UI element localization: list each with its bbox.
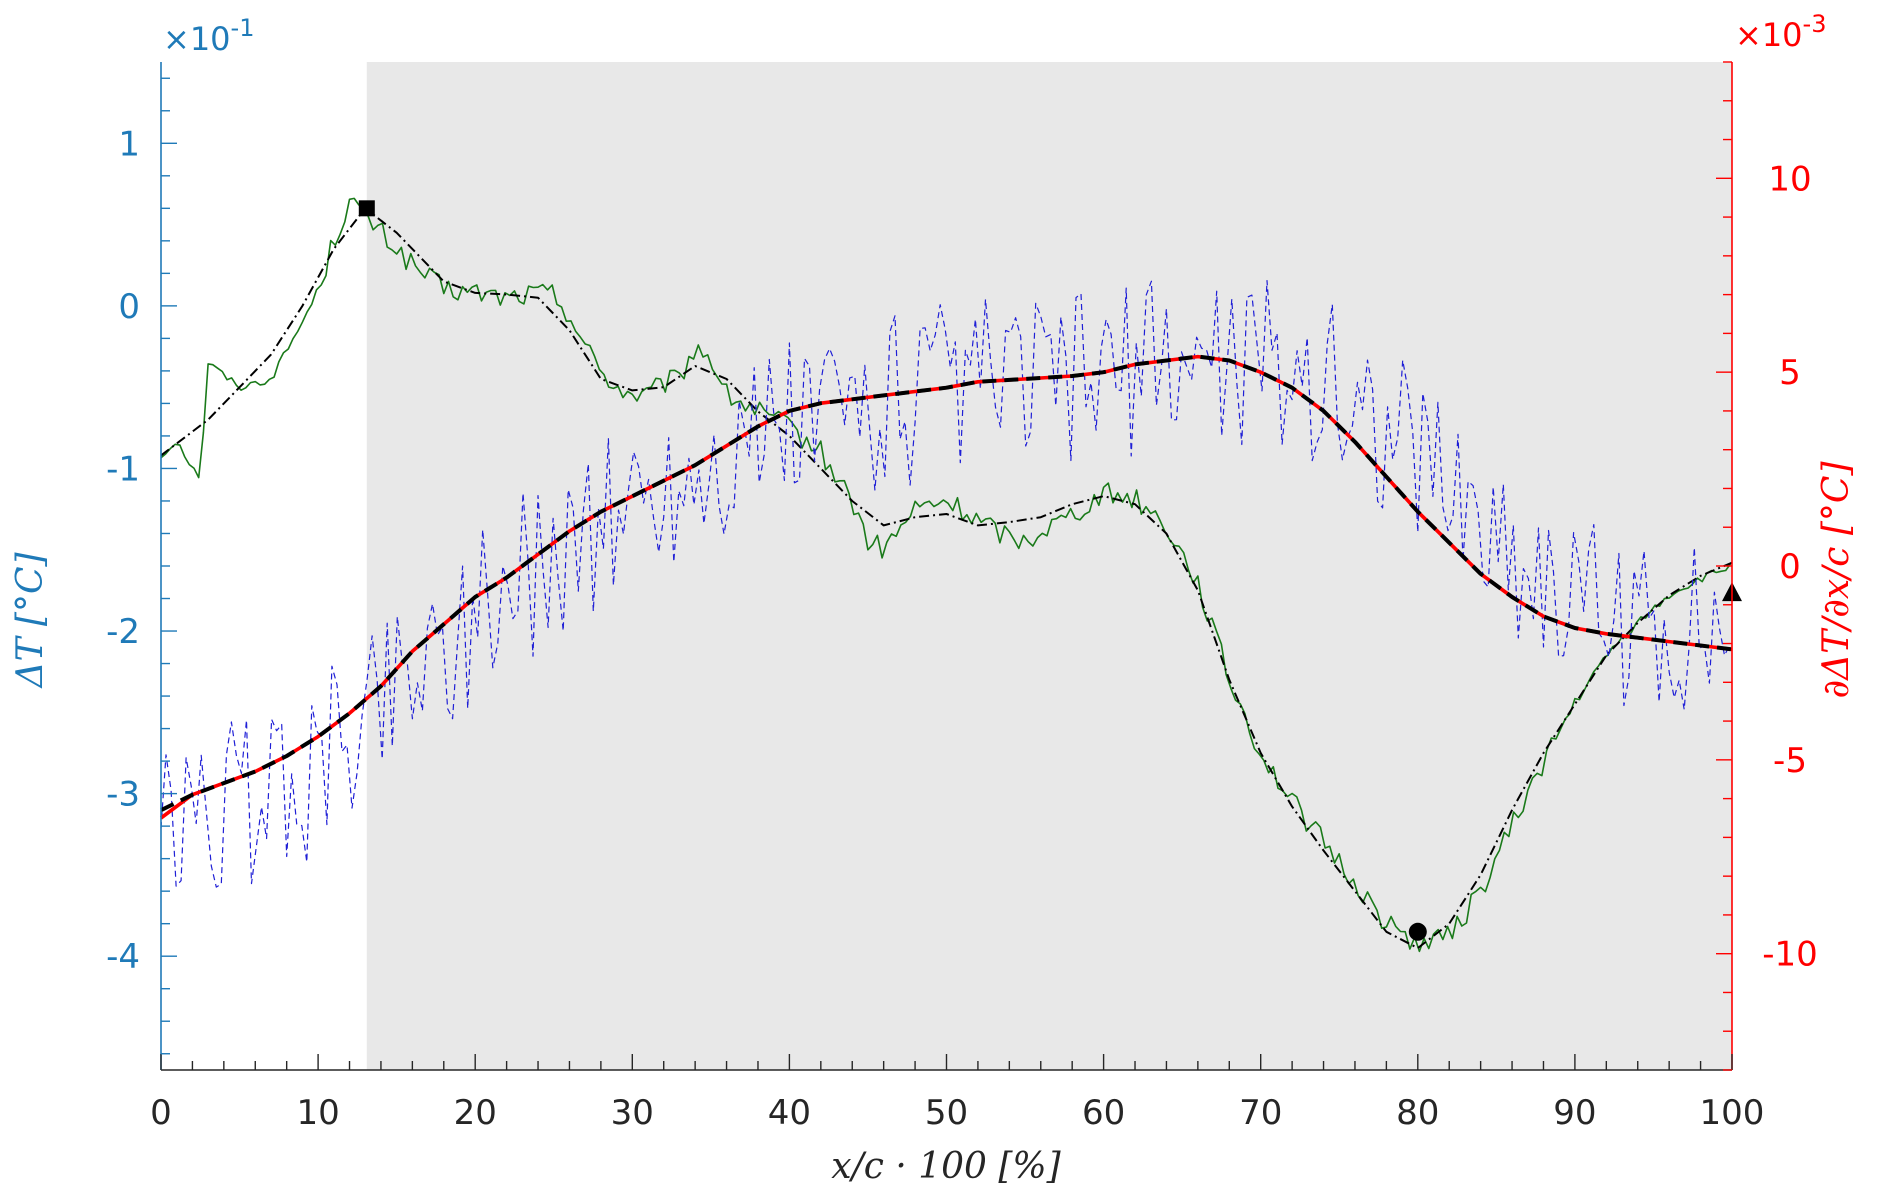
y-left-tick-label: 1: [118, 124, 140, 164]
x-tick-label: 30: [611, 1093, 654, 1133]
y-right-tick-label: -5: [1773, 741, 1807, 781]
circle-marker: [1408, 922, 1427, 941]
y-right-axis-label: ∂ΔT/∂x/c [°C]: [1816, 461, 1857, 699]
x-tick-label: 0: [150, 1093, 172, 1133]
x-tick-label: 90: [1553, 1093, 1596, 1133]
series-line-4: [160, 354, 1733, 812]
right-multiplier-base: ×10: [1735, 16, 1803, 54]
x-tick-label: 70: [1239, 1093, 1282, 1133]
x-tick-label: 50: [925, 1093, 968, 1133]
series-line-1: [160, 207, 1733, 950]
y-right-tick-label: 10: [1768, 159, 1811, 199]
right-axis-multiplier: ×10-3: [1735, 10, 1826, 54]
shaded-region: [366, 62, 1732, 1070]
y-right-tick-label: 5: [1779, 353, 1801, 393]
y-right-tick-label: 0: [1779, 547, 1801, 587]
left-multiplier-exponent: -1: [231, 14, 255, 42]
x-tick-label: 60: [1082, 1093, 1125, 1133]
y-left-tick-label: -4: [106, 937, 140, 977]
x-tick-label: 40: [768, 1093, 811, 1133]
y-left-tick-label: -3: [106, 775, 140, 815]
x-tick-label: 80: [1396, 1093, 1439, 1133]
y-left-tick-label: -2: [106, 612, 140, 652]
x-tick-label: 100: [1700, 1093, 1765, 1133]
y-left-tick-label: -1: [106, 449, 140, 489]
y-right-tick-label: -10: [1762, 935, 1818, 975]
y-left-axis-label: ΔT [°C]: [10, 552, 51, 690]
left-axis-multiplier: ×10-1: [163, 14, 254, 58]
square-marker: [358, 200, 375, 217]
left-multiplier-base: ×10: [163, 20, 231, 58]
x-tick-label: 20: [454, 1093, 497, 1133]
right-multiplier-exponent: -3: [1803, 10, 1827, 38]
series-layer: [159, 197, 1733, 953]
x-axis-label: x/c · 100 [%]: [831, 1146, 1061, 1187]
x-tick-label: 10: [296, 1093, 339, 1133]
series-line-0: [160, 197, 1732, 953]
tick-marks: [160, 61, 1733, 1071]
y-left-tick-label: 0: [118, 287, 140, 327]
